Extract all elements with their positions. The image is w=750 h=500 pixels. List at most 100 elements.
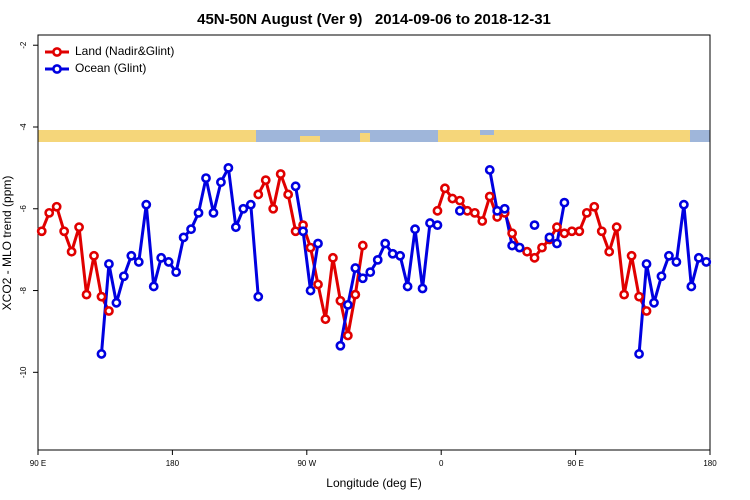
point bbox=[357, 273, 368, 284]
point bbox=[380, 238, 391, 249]
land-strip bbox=[360, 133, 370, 142]
point bbox=[402, 281, 413, 292]
point bbox=[604, 246, 615, 257]
point bbox=[328, 252, 338, 263]
point bbox=[133, 257, 144, 267]
point bbox=[335, 340, 346, 351]
point bbox=[611, 222, 622, 233]
point bbox=[156, 252, 167, 263]
point bbox=[641, 306, 652, 316]
point bbox=[522, 246, 532, 257]
point bbox=[245, 199, 256, 210]
point bbox=[387, 248, 398, 259]
point bbox=[342, 330, 353, 341]
point bbox=[260, 175, 271, 186]
point bbox=[148, 281, 159, 292]
legend-label: Land (Nadir&Glint) bbox=[75, 44, 174, 58]
y-tick-label: -6 bbox=[19, 205, 28, 213]
point bbox=[104, 306, 114, 316]
point bbox=[514, 242, 525, 253]
y-axis-label: XCO2 - MLO trend (ppm) bbox=[0, 176, 14, 311]
point bbox=[357, 240, 368, 251]
land-strip bbox=[438, 130, 690, 142]
x-axis-label: Longitude (deg E) bbox=[326, 476, 421, 490]
point bbox=[410, 224, 420, 235]
point bbox=[96, 349, 107, 359]
legend-label: Ocean (Glint) bbox=[75, 61, 146, 75]
point bbox=[641, 259, 652, 269]
point bbox=[66, 246, 77, 257]
point bbox=[44, 207, 55, 218]
point bbox=[440, 183, 450, 194]
point bbox=[701, 257, 712, 267]
legend-marker bbox=[52, 47, 62, 57]
land-strip bbox=[38, 130, 256, 142]
point bbox=[619, 289, 630, 300]
point bbox=[96, 291, 107, 302]
point bbox=[350, 289, 361, 300]
point bbox=[529, 252, 540, 263]
x-tick-label: 90 E bbox=[567, 459, 583, 468]
point bbox=[537, 242, 547, 253]
point bbox=[335, 295, 346, 306]
point bbox=[290, 181, 301, 192]
point bbox=[59, 226, 70, 237]
ocean-strip bbox=[480, 130, 494, 135]
point bbox=[417, 283, 428, 294]
point bbox=[484, 165, 495, 175]
point bbox=[238, 203, 249, 214]
point bbox=[477, 216, 488, 226]
point bbox=[230, 222, 241, 233]
y-tick-label: -10 bbox=[19, 366, 28, 378]
point bbox=[574, 226, 585, 237]
point bbox=[372, 254, 383, 265]
point bbox=[313, 279, 323, 290]
x-tick-label: 180 bbox=[166, 459, 180, 468]
point bbox=[350, 263, 361, 273]
point bbox=[51, 201, 62, 212]
point bbox=[529, 220, 540, 231]
point bbox=[320, 314, 331, 325]
point bbox=[425, 218, 435, 228]
point bbox=[559, 197, 570, 208]
point bbox=[36, 226, 47, 237]
legend-marker bbox=[52, 64, 62, 74]
point bbox=[208, 207, 219, 218]
y-tick-label: -8 bbox=[19, 286, 28, 294]
point bbox=[447, 193, 458, 204]
point bbox=[89, 250, 99, 261]
point bbox=[589, 201, 600, 212]
point bbox=[313, 238, 323, 249]
series-line bbox=[99, 166, 707, 355]
point bbox=[552, 222, 562, 233]
point bbox=[664, 250, 674, 261]
point bbox=[499, 203, 510, 214]
point bbox=[469, 207, 480, 218]
point bbox=[178, 232, 189, 243]
point bbox=[454, 205, 465, 216]
point bbox=[454, 195, 465, 206]
point bbox=[693, 252, 704, 263]
x-tick-label: 180 bbox=[703, 459, 717, 468]
plot-frame bbox=[37, 34, 711, 451]
point bbox=[581, 207, 592, 218]
point bbox=[253, 189, 264, 200]
point bbox=[686, 281, 697, 292]
point bbox=[566, 226, 577, 237]
point bbox=[484, 191, 495, 202]
point bbox=[671, 257, 682, 267]
point bbox=[163, 257, 174, 267]
x-tick-label: 0 bbox=[439, 459, 444, 468]
point bbox=[544, 232, 555, 243]
point bbox=[626, 250, 637, 261]
point bbox=[141, 199, 152, 210]
point bbox=[216, 177, 226, 188]
point bbox=[305, 285, 316, 296]
y-tick-label: -2 bbox=[19, 41, 28, 49]
point bbox=[186, 224, 196, 235]
point bbox=[104, 259, 114, 269]
point bbox=[74, 222, 84, 233]
point bbox=[223, 162, 234, 173]
land-strip bbox=[300, 136, 320, 142]
map-strip bbox=[38, 130, 710, 142]
